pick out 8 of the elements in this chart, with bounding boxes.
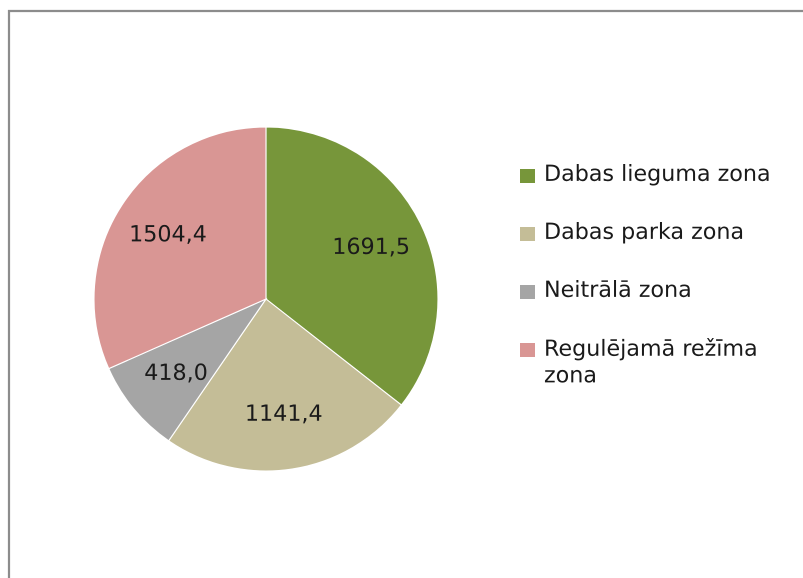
data-label: 1504,4: [132, 224, 206, 244]
legend-label: Neitrālā zona: [546, 280, 690, 298]
data-label: 1691,5: [334, 237, 408, 256]
data-label: 418,0: [145, 363, 206, 382]
data-label: 1141,4: [247, 404, 322, 424]
legend-label: Dabas lieguma zona: [546, 164, 769, 186]
legend-label: Dabas parka zona: [546, 222, 742, 244]
legend-label: Regulējamā režīma zona: [544, 338, 756, 383]
